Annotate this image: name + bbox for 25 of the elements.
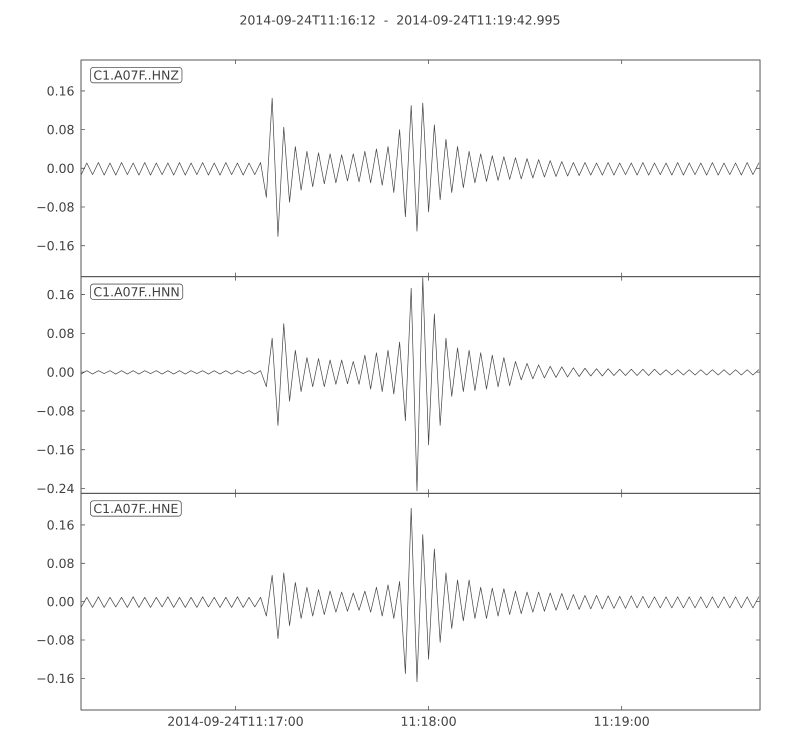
y-tick-label: −0.08	[38, 406, 74, 416]
y-tick-label: 0.00	[47, 367, 74, 377]
y-tick-label: −0.08	[38, 635, 74, 645]
y-tick-label: 0.16	[47, 290, 74, 300]
y-tick-label: 0.08	[47, 558, 74, 568]
y-tick-label: −0.16	[38, 444, 74, 454]
y-tick-label: 0.00	[47, 596, 74, 606]
y-tick-label: 0.16	[47, 520, 74, 530]
annotation: C1.A07F..HNE	[94, 504, 178, 514]
annotation: C1.A07F..HNZ	[94, 70, 178, 80]
y-tick-label: −0.16	[38, 674, 74, 684]
y-tick-label: 0.00	[47, 164, 74, 174]
x-tick-label: 2014-09-24T11:17:00	[168, 716, 303, 726]
y-tick-label: 0.08	[47, 124, 74, 134]
chart-title: 2014-09-24T11:16:12 - 2014-09-24T11:19:42.995	[240, 15, 560, 25]
y-tick-label: −0.16	[38, 240, 74, 250]
x-tick-label: 11:19:00	[594, 716, 649, 726]
y-tick-label: −0.24	[38, 484, 74, 494]
y-tick-label: 0.16	[47, 86, 74, 96]
x-tick-label: 11:18:00	[402, 716, 456, 726]
line-series	[81, 277, 760, 492]
annotation: C1.A07F..HNN	[94, 287, 179, 296]
line-series	[81, 98, 760, 237]
y-tick-label: 0.08	[47, 328, 74, 338]
y-tick-label: −0.08	[38, 202, 74, 212]
